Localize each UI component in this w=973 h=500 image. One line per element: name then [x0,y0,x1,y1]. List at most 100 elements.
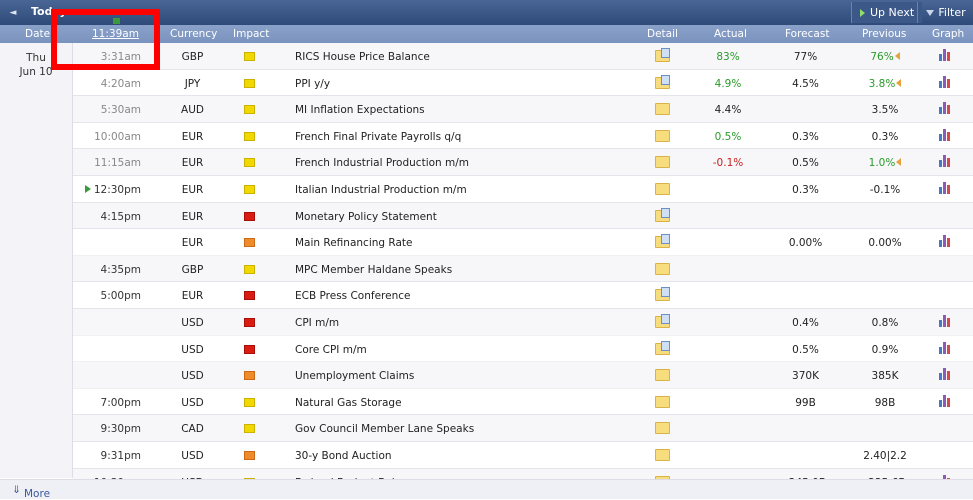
table-row[interactable]: 5:00pm EUR ECB Press Conference [73,282,973,309]
detail-folder-icon[interactable] [655,182,670,195]
impact-low-icon[interactable] [244,105,255,115]
up-next-button[interactable]: Up Next [851,2,923,23]
col-time-current[interactable]: 11:39am [92,28,139,40]
impact-high-icon[interactable] [244,211,255,221]
detail-folder-icon[interactable] [655,74,670,89]
more-link[interactable]: ⇓ More [12,484,51,500]
event-previous: 0.00% [868,237,902,250]
event-previous: 3.8% [843,78,927,90]
table-row[interactable]: 5:30am AUD MI Inflation Expectations 4.4% 3.… [73,96,973,123]
event-title[interactable]: Gov Council Member Lane Speaks [295,423,475,436]
detail-folder-icon[interactable] [655,313,670,328]
impact-high-icon[interactable] [244,291,255,301]
event-title[interactable]: MPC Member Haldane Speaks [295,263,453,276]
impact-med-icon[interactable] [244,238,255,248]
graph-icon[interactable] [939,75,952,88]
detail-folder-icon[interactable] [655,234,670,249]
event-currency: CAD [181,423,204,436]
event-previous: 76% [843,51,927,63]
detail-folder-icon[interactable] [655,156,670,169]
detail-folder-icon[interactable] [655,262,670,275]
table-row[interactable]: EUR Main Refinancing Rate 0.00% 0.00% [73,229,973,256]
footer-bar: ⇓ More [0,479,973,500]
event-time: 9:30pm [100,423,141,436]
event-previous: 0.9% [871,343,899,356]
event-currency: EUR [181,130,204,143]
impact-low-icon[interactable] [244,158,255,168]
table-row[interactable]: 12:30pm EUR Italian Industrial Production … [73,175,973,203]
event-previous: 1.0% [843,157,927,169]
event-title[interactable]: PPI y/y [295,77,331,90]
graph-icon[interactable] [939,314,952,327]
detail-folder-icon[interactable] [655,369,670,382]
table-row[interactable]: 9:31pm USD 30-y Bond Auction 2.40|2.2 [73,441,973,469]
impact-low-icon[interactable] [244,184,255,194]
table-row[interactable]: 10:00am EUR French Final Private Payrolls … [73,122,973,150]
event-title[interactable]: French Final Private Payrolls q/q [295,130,462,143]
event-currency: EUR [181,183,204,196]
graph-icon[interactable] [939,394,952,407]
col-impact: Impact [233,28,270,40]
event-title[interactable]: Natural Gas Storage [295,396,402,409]
event-forecast: 0.5% [792,343,819,356]
event-title[interactable]: Core CPI m/m [295,343,367,356]
event-title[interactable]: 30-y Bond Auction [295,449,392,462]
detail-folder-icon[interactable] [655,448,670,461]
impact-med-icon[interactable] [244,450,255,460]
detail-folder-icon[interactable] [655,207,670,222]
impact-med-icon[interactable] [244,371,255,381]
event-previous: 98B [874,396,896,409]
graph-icon[interactable] [939,181,952,194]
detail-folder-icon[interactable] [655,103,670,116]
impact-low-icon[interactable] [244,52,255,61]
table-row[interactable]: 9:30pm CAD Gov Council Member Lane Speaks [73,415,973,442]
graph-icon[interactable] [939,155,952,168]
event-currency: USD [181,343,204,356]
detail-folder-icon[interactable] [655,48,670,62]
detail-folder-icon[interactable] [655,340,670,355]
table-row[interactable]: USD Core CPI m/m 0.5% 0.9% [73,335,973,363]
event-title[interactable]: RICS House Price Balance [295,51,430,63]
impact-high-icon[interactable] [244,317,255,327]
graph-icon[interactable] [939,368,952,381]
event-title[interactable]: Unemployment Claims [295,370,415,383]
col-graph: Graph [932,28,965,40]
detail-folder-icon[interactable] [655,129,670,142]
table-row[interactable]: 4:35pm GBP MPC Member Haldane Speaks [73,255,973,283]
impact-low-icon[interactable] [244,397,255,407]
previous-day-button[interactable]: ◄ [3,2,23,23]
table-row[interactable]: USD Unemployment Claims 370K 385K [73,362,973,389]
event-title[interactable]: CPI m/m [295,316,340,329]
event-title[interactable]: Main Refinancing Rate [295,237,413,250]
graph-icon[interactable] [939,128,952,141]
detail-folder-icon[interactable] [655,395,670,408]
table-row[interactable]: 4:20am JPY PPI y/y 4.9% 4.5% 3.8% [73,69,973,97]
event-title[interactable]: French Industrial Production m/m [295,157,470,170]
table-row[interactable]: 4:15pm EUR Monetary Policy Statement [73,202,973,230]
event-title[interactable]: ECB Press Conference [295,290,411,303]
detail-folder-icon[interactable] [655,287,670,302]
event-time: 4:15pm [100,210,141,223]
impact-low-icon[interactable] [244,264,255,274]
impact-low-icon[interactable] [244,131,255,141]
table-row[interactable]: 11:15am EUR French Industrial Production m… [73,149,973,176]
event-currency: EUR [181,210,204,223]
table-row[interactable]: 3:31am GBP RICS House Price Balance 83% 77% 7… [73,43,973,70]
graph-icon[interactable] [939,49,952,61]
graph-icon[interactable] [939,102,952,115]
play-icon [860,8,865,17]
table-row[interactable]: USD CPI m/m 0.4% 0.8% [73,308,973,336]
event-previous: 2.40|2.2 [863,449,907,462]
table-row[interactable]: 7:00pm USD Natural Gas Storage 99B 98B [73,388,973,416]
impact-high-icon[interactable] [244,344,255,354]
impact-low-icon[interactable] [244,424,255,434]
detail-folder-icon[interactable] [655,422,670,435]
event-title[interactable]: Italian Industrial Production m/m [295,183,467,196]
graph-icon[interactable] [939,235,952,248]
impact-low-icon[interactable] [244,78,255,88]
event-title[interactable]: MI Inflation Expectations [295,104,425,117]
event-title[interactable]: Monetary Policy Statement [295,210,437,223]
col-previous: Previous [862,28,907,40]
graph-icon[interactable] [939,341,952,354]
filter-button[interactable]: Filter [917,2,973,23]
